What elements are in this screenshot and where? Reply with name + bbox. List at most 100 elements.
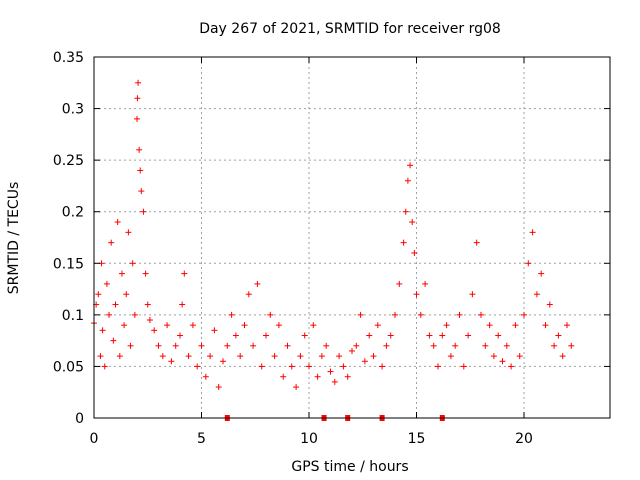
data-point xyxy=(135,79,142,86)
data-point xyxy=(131,311,138,318)
data-point xyxy=(443,322,450,329)
data-point xyxy=(155,342,162,349)
data-point xyxy=(202,373,209,380)
data-point xyxy=(533,291,540,298)
data-point xyxy=(469,291,476,298)
data-point xyxy=(198,342,205,349)
data-point xyxy=(271,353,278,360)
x-tick-label: 5 xyxy=(197,431,206,447)
data-point xyxy=(116,353,123,360)
data-point xyxy=(430,342,437,349)
data-point xyxy=(439,332,446,339)
data-point xyxy=(228,311,235,318)
data-point xyxy=(97,353,104,360)
data-point xyxy=(114,219,121,226)
data-point xyxy=(417,311,424,318)
data-point xyxy=(456,311,463,318)
data-point xyxy=(447,353,454,360)
data-point xyxy=(194,363,201,370)
data-point xyxy=(280,373,287,380)
data-point xyxy=(245,291,252,298)
data-point xyxy=(327,368,334,375)
data-point xyxy=(426,332,433,339)
data-point xyxy=(125,229,132,236)
data-point xyxy=(136,146,143,153)
data-point xyxy=(542,322,549,329)
data-point xyxy=(407,162,414,169)
data-point xyxy=(529,229,536,236)
data-point xyxy=(275,322,282,329)
data-point xyxy=(331,378,338,385)
data-point xyxy=(340,363,347,370)
data-point xyxy=(512,322,519,329)
data-point xyxy=(559,353,566,360)
data-point xyxy=(112,301,119,308)
data-point xyxy=(103,280,110,287)
data-point xyxy=(413,291,420,298)
x-tick-label: 0 xyxy=(90,431,99,447)
data-point xyxy=(95,291,102,298)
data-point xyxy=(284,342,291,349)
data-point xyxy=(138,188,145,195)
data-point xyxy=(159,353,166,360)
data-point xyxy=(254,280,261,287)
data-point xyxy=(366,332,373,339)
data-point xyxy=(108,239,115,246)
data-point xyxy=(258,363,265,370)
data-point xyxy=(211,327,218,334)
data-point xyxy=(361,358,368,365)
data-point xyxy=(336,353,343,360)
y-tick-label: 0.2 xyxy=(62,205,84,221)
data-points xyxy=(91,79,575,391)
data-point xyxy=(411,249,418,256)
data-point xyxy=(293,384,300,391)
x-tick-label: 10 xyxy=(300,431,318,447)
data-point xyxy=(503,342,510,349)
data-point xyxy=(564,322,570,329)
data-point xyxy=(118,270,125,277)
data-point xyxy=(110,337,117,344)
data-point xyxy=(310,322,317,329)
data-point xyxy=(370,353,377,360)
data-point xyxy=(551,342,558,349)
data-point xyxy=(137,167,144,174)
data-point xyxy=(297,353,304,360)
y-axis-label: SRMTID / TECUs xyxy=(6,182,22,295)
data-point xyxy=(465,332,472,339)
data-point xyxy=(402,208,409,215)
data-point xyxy=(387,332,394,339)
y-tick-label: 0.3 xyxy=(62,102,84,118)
data-point xyxy=(263,332,269,339)
data-point xyxy=(508,363,515,370)
data-point xyxy=(314,373,321,380)
data-point xyxy=(301,332,308,339)
data-point xyxy=(146,317,153,324)
data-point xyxy=(144,301,151,308)
data-point xyxy=(400,239,407,246)
data-point xyxy=(538,270,545,277)
data-point xyxy=(357,311,364,318)
chart-title: Day 267 of 2021, SRMTID for receiver rg0… xyxy=(199,21,501,37)
data-point xyxy=(422,280,429,287)
data-point xyxy=(353,342,360,349)
data-point xyxy=(123,291,130,298)
y-tick-label: 0.1 xyxy=(62,308,84,324)
data-point xyxy=(134,115,140,122)
data-point xyxy=(525,260,532,267)
data-point xyxy=(460,363,467,370)
data-point xyxy=(172,342,179,349)
data-point xyxy=(106,311,113,318)
data-point xyxy=(232,332,239,339)
data-point xyxy=(409,219,416,226)
data-point xyxy=(288,363,295,370)
data-point xyxy=(404,177,411,184)
data-point xyxy=(151,327,158,334)
data-point xyxy=(250,342,257,349)
data-point xyxy=(237,353,244,360)
data-point xyxy=(134,95,141,102)
data-point xyxy=(127,342,134,349)
data-point xyxy=(99,327,106,334)
data-point xyxy=(383,342,390,349)
data-point xyxy=(168,358,175,365)
data-point xyxy=(452,342,459,349)
